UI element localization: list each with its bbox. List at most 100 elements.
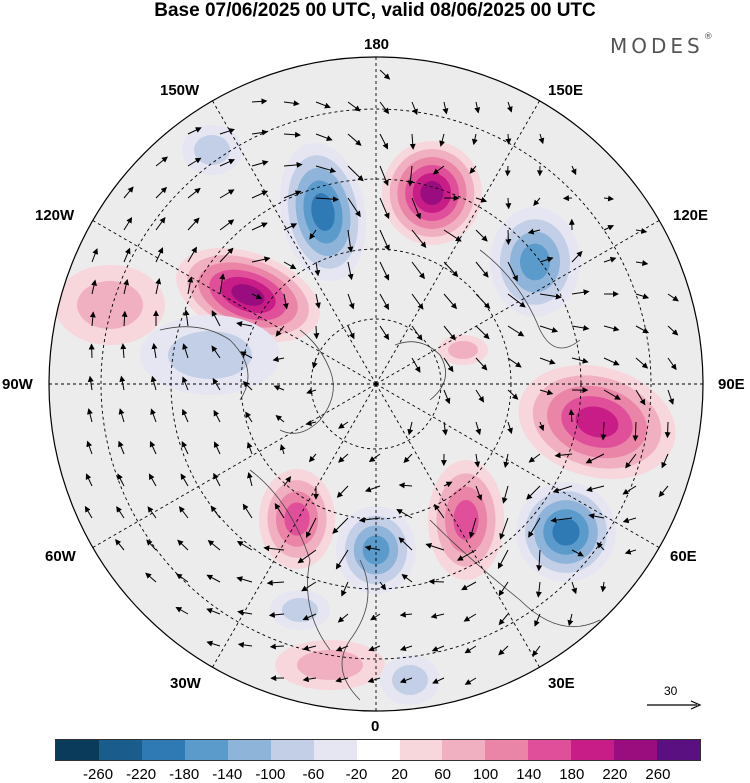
anomaly-contour: [311, 193, 335, 231]
wind-vector: [505, 197, 512, 210]
wind-vector: [219, 219, 235, 231]
meridian-line: [375, 100, 540, 385]
wind-vector: [536, 549, 543, 572]
wind-vector: [497, 549, 509, 569]
anomaly-contour: [77, 281, 143, 329]
meridian-line: [212, 383, 377, 668]
lon-label-30e: 30E: [548, 675, 575, 692]
wind-vector: [667, 357, 677, 371]
lon-label-0: 0: [371, 718, 380, 735]
wind-vector: [237, 641, 253, 648]
wind-vector: [399, 611, 413, 618]
wind-vector: [596, 542, 605, 551]
wind-vector: [407, 165, 414, 187]
wind-vector: [283, 131, 302, 138]
wind-vector: [474, 101, 481, 114]
wind-vector: [507, 325, 525, 337]
meridian-line: [375, 383, 660, 548]
wind-vector: [379, 293, 389, 311]
wind-vector: [527, 228, 541, 235]
wind-vector: [181, 376, 189, 391]
wind-vector: [439, 133, 446, 147]
wind-vector: [187, 157, 202, 167]
wind-vector: [398, 537, 413, 551]
wind-vector: [302, 676, 317, 683]
vector-scale-arrow: [647, 700, 702, 710]
wind-vector: [315, 133, 333, 141]
wind-vector: [236, 540, 253, 551]
wind-vector: [347, 133, 362, 146]
wind-vector: [443, 481, 453, 488]
wind-vector: [401, 574, 413, 583]
wind-vector: [475, 196, 488, 203]
wind-vector: [347, 101, 361, 112]
wind-vector: [379, 325, 390, 341]
wind-vector: [603, 195, 615, 202]
wind-vector: [664, 421, 671, 439]
wind-vector: [283, 476, 292, 487]
meridian-line: [212, 100, 377, 385]
wind-vector: [275, 325, 285, 337]
wind-vector: [622, 517, 637, 524]
colorbar-tick-label: 100: [473, 766, 499, 783]
wind-vector: [311, 357, 318, 369]
wind-vector: [146, 539, 157, 551]
wind-vector: [603, 325, 620, 332]
wind-vector: [571, 581, 578, 595]
wind-vector: [463, 613, 477, 622]
wind-vector: [464, 645, 477, 654]
wind-vector: [603, 225, 614, 231]
wind-vector: [552, 485, 573, 494]
wind-vector: [85, 473, 93, 487]
wind-vector: [635, 357, 649, 369]
colorbar-cell: [98, 740, 142, 760]
wind-vector: [469, 165, 477, 174]
wind-vector: [498, 613, 509, 626]
colorbar-tick-label: 60: [434, 766, 451, 783]
wind-vector: [379, 261, 390, 281]
wind-vector: [148, 473, 157, 487]
wind-vector: [91, 248, 98, 263]
wind-vector: [183, 309, 190, 327]
wind-vector: [425, 542, 445, 551]
wind-vector: [364, 545, 381, 552]
meridian-line: [375, 220, 660, 385]
colorbar-tick-label: -260: [83, 766, 114, 783]
wind-vector: [585, 453, 605, 464]
anomaly-contour: [282, 598, 318, 622]
colorbar-tick-label: 260: [645, 766, 671, 783]
wind-vector: [335, 645, 349, 652]
lon-label-150e: 150E: [548, 82, 584, 99]
wind-vector: [411, 357, 421, 373]
wind-vector: [283, 261, 297, 270]
coastline: [341, 559, 369, 701]
wind-vector: [263, 545, 285, 552]
wind-vector: [411, 293, 424, 310]
modes-logo: MODES®: [610, 32, 713, 58]
colorbar-tick-label: -20: [345, 766, 368, 783]
wind-vector: [600, 581, 607, 593]
wind-vector: [407, 421, 414, 436]
latitude-circle: [310, 318, 442, 450]
colorbar-tick-label: 220: [602, 766, 628, 783]
wind-vector: [535, 581, 542, 598]
wind-vector: [121, 310, 128, 327]
wind-vector: [505, 133, 512, 145]
wind-vector: [379, 229, 390, 252]
wind-vector: [347, 325, 355, 340]
wind-vector: [332, 517, 349, 534]
wind-vector: [603, 389, 621, 400]
wind-vector: [347, 197, 361, 218]
colorbar-cell: [657, 740, 701, 760]
wind-vector: [219, 273, 226, 295]
wind-vector: [632, 421, 639, 442]
colorbar-tick-label: -220: [126, 766, 157, 783]
wind-vector: [84, 505, 93, 519]
wind-vector: [474, 453, 481, 468]
latitude-circle: [100, 108, 652, 660]
lon-label-60w: 60W: [45, 548, 76, 565]
wind-vector: [364, 485, 381, 493]
wind-vector: [206, 574, 221, 583]
wind-vector: [187, 127, 202, 135]
